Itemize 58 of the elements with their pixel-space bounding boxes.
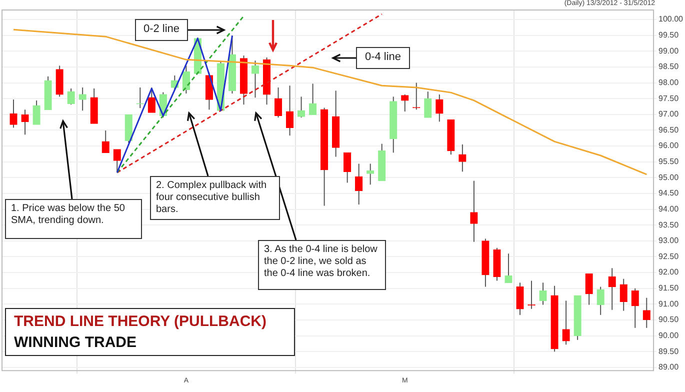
candlestick (504, 253, 512, 284)
candlestick (631, 288, 639, 328)
y-tick-label: 96.00 (658, 141, 680, 150)
y-tick-label: 91.00 (658, 299, 680, 308)
y-tick-label: 99.50 (658, 30, 680, 40)
candlestick (251, 60, 260, 98)
y-tick-label: 94.00 (658, 204, 680, 214)
candlestick (274, 87, 282, 118)
candlestick (608, 268, 616, 310)
candlestick (78, 87, 86, 112)
candlestick (642, 297, 650, 328)
annotation: 0-4 line (356, 47, 410, 69)
candlestick (424, 91, 432, 118)
y-tick-label: 94.50 (658, 188, 680, 198)
y-tick-label: 93.50 (658, 220, 680, 230)
candlestick (355, 163, 363, 206)
text: WINNING TRADE (14, 333, 138, 353)
candlestick (148, 87, 156, 113)
candlestick (286, 85, 294, 136)
annotation: 2. Complex pullback with four consecutive bullish bars. (150, 176, 280, 220)
y-tick-label: 98.50 (658, 62, 680, 72)
candlestick (516, 282, 524, 316)
y-tick-label: 89.00 (658, 362, 680, 372)
candlestick (32, 100, 40, 126)
candlestick (470, 180, 478, 242)
candlestick (182, 65, 190, 94)
candlestick (401, 94, 409, 112)
candlestick (585, 273, 593, 306)
candlestick (344, 152, 352, 184)
candlestick (21, 109, 29, 136)
candlestick (297, 96, 306, 118)
text: TREND LINE THEORY (PULLBACK) (14, 312, 268, 332)
candlestick (366, 163, 374, 186)
candlestick (596, 286, 604, 316)
candlestick (308, 83, 317, 116)
candlestick (436, 94, 444, 122)
y-tick-label: 98.00 (658, 78, 680, 87)
y-tick-label: 93.00 (658, 236, 680, 246)
y-tick-label: 97.00 (658, 110, 680, 119)
annotation: 1. Price was below the 50 SMA, trending down. (5, 199, 142, 239)
y-tick-label: 91.50 (658, 284, 680, 293)
y-tick-label: 95.50 (658, 157, 680, 166)
y-tick-label: 92.50 (658, 252, 680, 261)
candlestick (528, 280, 536, 310)
y-tick-label: 92.00 (658, 268, 680, 277)
y-tick-label: 100.00 (658, 14, 684, 24)
y-tick-label: 90.50 (658, 315, 680, 324)
y-tick-label: 89.50 (658, 346, 680, 356)
y-tick-label: 90.00 (658, 331, 680, 340)
annotation: 0-2 line (135, 19, 188, 41)
y-tick-label: 95.00 (658, 172, 680, 182)
y-tick-label: 96.50 (658, 125, 680, 134)
annotation: 3. As the 0-4 line is below the 0-2 line, we sold as the 0-4 line was broken. (258, 240, 386, 290)
y-tick-label: 97.50 (658, 94, 680, 103)
candlestick (458, 144, 466, 172)
candlestick (562, 300, 570, 346)
candlestick (620, 278, 628, 312)
y-tick-label: 99.00 (658, 46, 680, 56)
